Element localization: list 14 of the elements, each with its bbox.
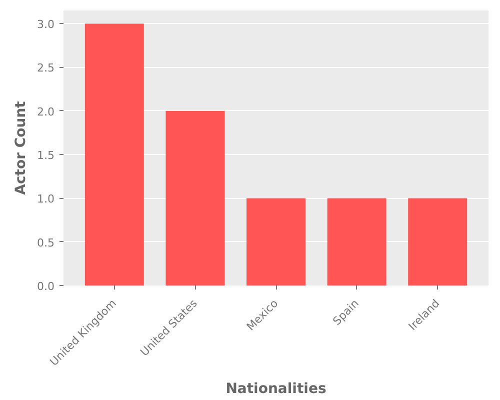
bar (327, 198, 386, 286)
y-tick-label: 1.5 (37, 149, 55, 162)
bar (408, 198, 468, 286)
y-axis-title: Actor Count (13, 100, 30, 195)
bar (166, 110, 225, 286)
y-tick-label: 1.0 (37, 192, 55, 206)
y-tick-label: 3.0 (37, 18, 55, 32)
y-tick-label: 2.0 (37, 105, 55, 118)
x-axis-title: Nationalities (226, 381, 326, 398)
y-tick-label: 2.5 (37, 62, 55, 75)
y-tick-label: 0.5 (37, 236, 55, 250)
bar (84, 24, 144, 286)
bar (246, 198, 306, 286)
y-tick-label: 0.0 (37, 280, 55, 293)
